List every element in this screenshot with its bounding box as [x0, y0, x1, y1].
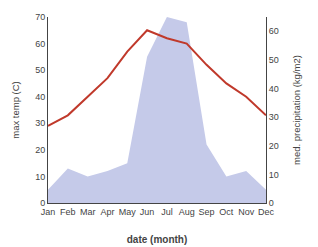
- svg-text:Dec: Dec: [258, 207, 275, 217]
- svg-text:20: 20: [269, 141, 279, 151]
- svg-text:30: 30: [269, 112, 279, 122]
- svg-text:max temp (C): max temp (C): [10, 81, 21, 139]
- svg-text:Aug: Aug: [179, 207, 195, 217]
- svg-text:40: 40: [35, 92, 45, 102]
- svg-text:Sep: Sep: [199, 207, 215, 217]
- svg-text:40: 40: [269, 84, 279, 94]
- svg-text:Jun: Jun: [140, 207, 155, 217]
- svg-text:10: 10: [35, 172, 45, 182]
- svg-text:50: 50: [269, 55, 279, 65]
- svg-text:Oct: Oct: [219, 207, 234, 217]
- svg-text:0: 0: [40, 198, 45, 208]
- svg-text:20: 20: [35, 145, 45, 155]
- svg-text:May: May: [119, 207, 137, 217]
- svg-text:date (month): date (month): [127, 234, 188, 245]
- svg-text:70: 70: [35, 12, 45, 22]
- svg-text:Apr: Apr: [100, 207, 114, 217]
- svg-text:0: 0: [269, 198, 274, 208]
- svg-text:Jul: Jul: [161, 207, 173, 217]
- svg-text:60: 60: [269, 26, 279, 36]
- svg-text:Jan: Jan: [41, 207, 56, 217]
- svg-text:60: 60: [35, 39, 45, 49]
- svg-text:Nov: Nov: [238, 207, 255, 217]
- svg-text:Feb: Feb: [60, 207, 76, 217]
- svg-text:10: 10: [269, 170, 279, 180]
- svg-text:Mar: Mar: [80, 207, 96, 217]
- svg-text:med. precipitation (kg/m2): med. precipitation (kg/m2): [291, 55, 302, 165]
- svg-text:50: 50: [35, 65, 45, 75]
- svg-text:30: 30: [35, 118, 45, 128]
